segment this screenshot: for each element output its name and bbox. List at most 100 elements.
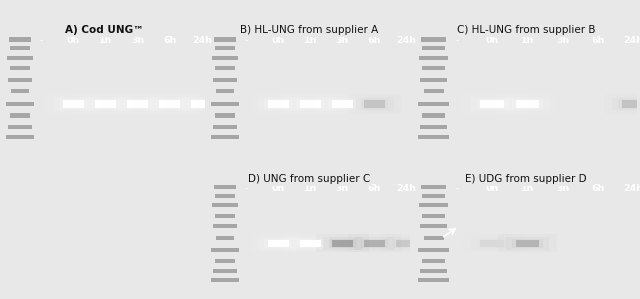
Bar: [296, 99, 324, 109]
Bar: [332, 100, 353, 108]
Bar: [471, 237, 513, 250]
Bar: [291, 237, 330, 250]
Bar: [10, 46, 31, 50]
Bar: [264, 239, 292, 248]
Text: 24h: 24h: [623, 36, 640, 45]
Bar: [471, 97, 513, 111]
Bar: [300, 240, 321, 247]
Bar: [216, 89, 234, 93]
Bar: [323, 97, 362, 111]
Bar: [215, 66, 236, 70]
Bar: [512, 239, 543, 248]
Bar: [211, 135, 239, 139]
Text: 6h: 6h: [163, 36, 177, 45]
Text: 6h: 6h: [368, 36, 381, 45]
Bar: [360, 99, 388, 109]
Text: C) HL-UNG from supplier B: C) HL-UNG from supplier B: [456, 25, 595, 35]
Bar: [424, 236, 444, 240]
Bar: [182, 97, 221, 111]
Bar: [95, 100, 116, 108]
Bar: [212, 56, 238, 60]
Bar: [6, 102, 35, 106]
Bar: [9, 37, 31, 42]
Text: 3h: 3h: [556, 184, 570, 193]
Bar: [47, 94, 100, 114]
Bar: [420, 269, 447, 273]
Text: -: -: [244, 184, 248, 193]
Bar: [380, 234, 433, 252]
Bar: [188, 99, 216, 109]
Bar: [92, 99, 120, 109]
Bar: [420, 77, 447, 82]
Bar: [512, 99, 543, 109]
Bar: [481, 100, 504, 108]
Bar: [211, 102, 239, 106]
Bar: [621, 100, 640, 108]
Bar: [618, 99, 640, 109]
Bar: [143, 94, 196, 114]
Bar: [316, 234, 369, 252]
Bar: [127, 100, 148, 108]
Bar: [118, 97, 157, 111]
Bar: [215, 259, 236, 263]
Bar: [396, 240, 417, 247]
Text: 24h: 24h: [192, 36, 212, 45]
Bar: [418, 135, 449, 139]
Bar: [252, 94, 305, 114]
Text: 24h: 24h: [397, 36, 417, 45]
Text: 1h: 1h: [304, 36, 317, 45]
Bar: [79, 94, 132, 114]
Bar: [191, 100, 212, 108]
Text: 3h: 3h: [131, 36, 144, 45]
Bar: [284, 234, 337, 252]
Bar: [284, 94, 337, 114]
Bar: [8, 77, 33, 82]
Bar: [421, 37, 446, 42]
Text: -: -: [455, 36, 459, 45]
Bar: [498, 94, 557, 114]
Text: E) UDG from supplier D: E) UDG from supplier D: [465, 174, 587, 184]
Text: -: -: [455, 184, 459, 193]
Text: 1h: 1h: [304, 184, 317, 193]
Bar: [516, 240, 540, 247]
Bar: [424, 89, 444, 93]
Bar: [422, 46, 445, 50]
Bar: [211, 278, 239, 282]
Bar: [422, 214, 445, 218]
Bar: [422, 113, 445, 118]
Bar: [213, 77, 237, 82]
Bar: [421, 185, 446, 189]
Bar: [463, 94, 522, 114]
Bar: [213, 125, 237, 129]
Text: 0h: 0h: [272, 184, 285, 193]
Bar: [259, 237, 298, 250]
Bar: [213, 269, 237, 273]
Bar: [348, 94, 401, 114]
Bar: [214, 37, 236, 42]
Bar: [111, 94, 164, 114]
Bar: [150, 97, 189, 111]
Bar: [422, 259, 445, 263]
Text: B) HL-UNG from supplier A: B) HL-UNG from supplier A: [239, 25, 378, 35]
Bar: [215, 214, 236, 218]
Bar: [159, 100, 180, 108]
Bar: [604, 94, 640, 114]
Text: 0h: 0h: [486, 184, 499, 193]
Bar: [8, 125, 33, 129]
Bar: [54, 97, 93, 111]
Bar: [216, 236, 234, 240]
Bar: [498, 234, 557, 252]
Bar: [124, 99, 152, 109]
Bar: [86, 97, 125, 111]
Text: 6h: 6h: [368, 184, 381, 193]
Bar: [60, 99, 88, 109]
Bar: [328, 239, 356, 248]
Bar: [516, 100, 540, 108]
Text: 24h: 24h: [397, 184, 417, 193]
Text: 6h: 6h: [591, 36, 605, 45]
Bar: [296, 239, 324, 248]
Text: 6h: 6h: [591, 184, 605, 193]
Bar: [481, 240, 504, 247]
Bar: [215, 194, 236, 198]
Bar: [259, 97, 298, 111]
